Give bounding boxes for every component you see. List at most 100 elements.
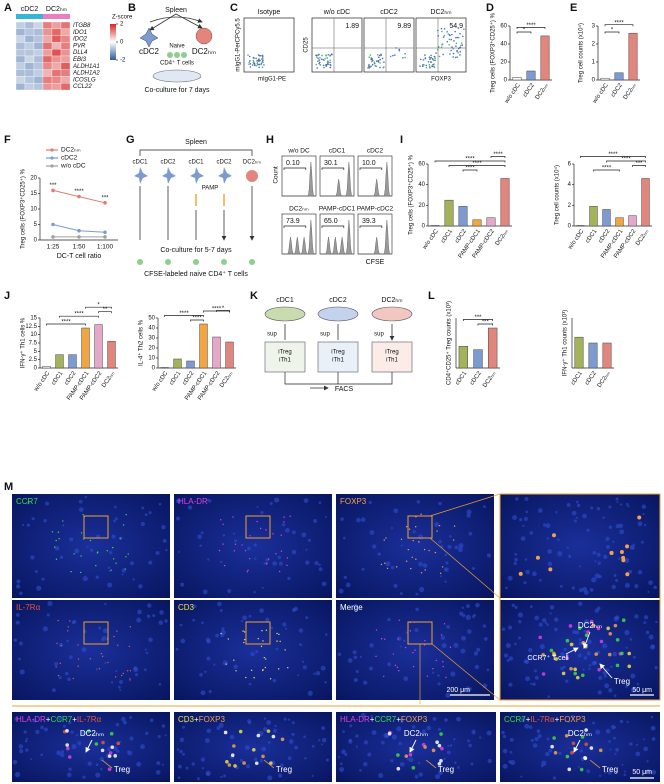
panel-label: F [4,134,11,146]
bar [602,342,612,369]
nucleus [229,734,235,740]
nucleus [578,641,583,646]
scale-bar-label: 200 μm [447,687,471,694]
signal [414,649,416,651]
signal [276,640,278,642]
signal [246,571,249,573]
nucleus [551,718,554,721]
nucleus [239,758,244,763]
nucleus [314,560,319,566]
gate-bracket [283,225,307,228]
nucleus [344,753,348,757]
signal [375,655,377,658]
nucleus [140,744,145,750]
merge-segment: CCR7 [50,715,72,724]
flow-dot [368,56,371,58]
nucleus [248,682,252,686]
flow-dot [323,66,325,69]
micrograph [174,494,332,598]
nucleus [157,735,161,739]
gate-value: 39.3 [362,218,376,225]
signal [112,546,114,549]
nucleus [129,736,134,741]
nucleus [558,751,562,756]
t-cell [165,259,171,265]
nucleus [534,615,540,621]
nucleus [461,606,465,609]
nucleus [486,730,492,736]
nucleus [68,767,72,771]
significance-label: * [222,306,225,312]
nucleus [629,742,633,746]
signal [552,653,557,657]
nucleus [546,537,549,540]
nucleus [461,635,466,641]
nucleus [514,642,517,646]
heatmap-cell [42,42,53,50]
nucleus [114,517,118,521]
nucleus [613,616,619,622]
signal [283,521,285,523]
signal [609,550,614,555]
nucleus [221,627,225,631]
signal [249,535,251,537]
annotation-arrow [101,759,113,769]
nucleus [321,726,326,730]
nucleus [630,673,636,679]
flow-dot [421,64,424,66]
signal [227,638,230,640]
nucleus [176,516,181,521]
y-tick-label: 2 [592,42,596,48]
x-tick-label: cDC2 [454,228,468,244]
signal [415,516,417,518]
micrograph [174,712,332,782]
zoom-frame [499,493,661,701]
nucleus [582,668,585,671]
nucleus [58,676,62,680]
signal [400,538,403,541]
heatmap-cell [42,76,53,84]
flow-dot [457,36,460,39]
nucleus [483,637,488,641]
flow-dot [371,58,374,60]
nucleus [342,730,345,733]
x-axis-label: DC-T cell ratio [57,253,102,260]
nucleus [244,745,250,751]
signal [79,571,82,574]
nucleus [19,669,25,675]
flow-dot [454,30,456,33]
signal [56,642,58,645]
nucleus [575,500,579,504]
y-tick-label: 3 [592,24,596,30]
nucleus [594,560,597,563]
bar [486,217,496,227]
signal [55,558,58,560]
nucleus [596,552,601,557]
flow-dot [255,57,257,60]
nucleus [532,682,536,686]
nucleus [542,618,547,623]
nucleus [391,734,397,740]
x-tick-label: w/o cDC [503,82,522,105]
flow-dot [253,57,255,59]
flow-plot [415,17,467,73]
nucleus [95,668,98,671]
signal [280,737,285,742]
nucleus [524,659,530,665]
nucleus [571,586,575,590]
nucleus [272,678,277,683]
x-tick-label: DC2ₕₘ [623,82,638,101]
nucleus [501,627,506,631]
panel-label: E [570,2,577,14]
flow-dot [373,62,376,65]
zoom-box [245,621,271,645]
signal [271,734,276,739]
nucleus [476,647,481,652]
channel-label: CCR7 [16,497,38,506]
nucleus [393,583,398,588]
signal [541,672,546,676]
legend-label: DC2ₕₘ [61,147,81,154]
nucleus [145,651,149,655]
nucleus [588,664,592,667]
